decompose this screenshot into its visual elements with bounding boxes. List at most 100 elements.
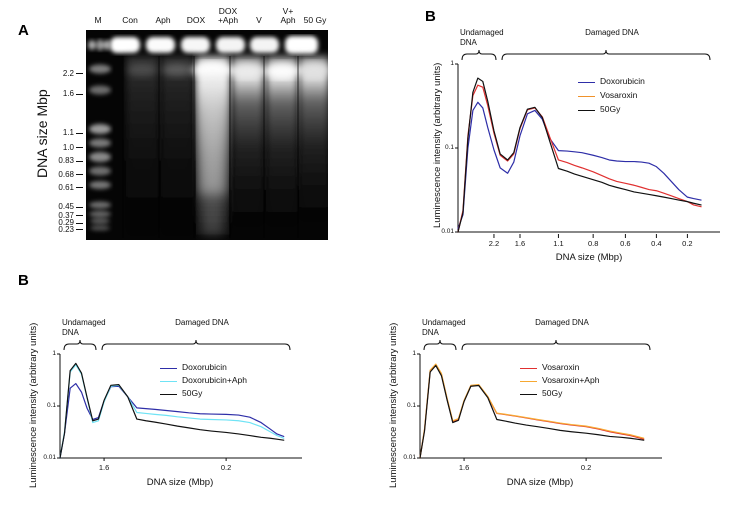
gel-lane-label-7: 50 Gy — [303, 15, 327, 25]
series-line-vosaroxin — [419, 364, 645, 459]
series-line-50gy — [59, 362, 285, 459]
brace-undamaged — [461, 49, 497, 61]
plot-axes — [457, 64, 720, 233]
legend-label-vosaroxin: Vosaroxin — [542, 362, 580, 372]
legend-swatch-50gy — [578, 110, 595, 111]
gel-image — [86, 30, 328, 240]
y-axis-title: Luminescence intensity (arbitrary units) — [388, 322, 399, 488]
brace-damaged — [501, 49, 711, 61]
gel-marker-tick — [76, 160, 83, 162]
gel-marker-label-0-29: 0.29 — [58, 218, 74, 228]
gel-marker-label-0-61: 0.61 — [58, 182, 74, 192]
y-tick-label-0-1: 0.1 — [406, 402, 416, 409]
x-axis-title: DNA size (Mbp) — [555, 252, 623, 263]
legend-label-50gy: 50Gy — [600, 104, 621, 114]
x-tick-label-0-6: 0.6 — [620, 239, 631, 248]
x-tick-label-0-4: 0.4 — [651, 239, 662, 248]
x-tick-label-0-2: 0.2 — [220, 463, 232, 472]
legend-swatch-doxorubicin-aph — [160, 381, 177, 382]
brace-group — [63, 339, 291, 351]
plot-axes — [59, 354, 302, 459]
gel-marker-label-1-6: 1.6 — [62, 89, 74, 99]
gel-dox-trail — [199, 74, 226, 235]
series-line-doxorubicin — [457, 101, 702, 230]
brace-damaged — [461, 339, 651, 351]
x-tick-label-1-1: 1.1 — [553, 239, 564, 248]
brace-damaged — [101, 339, 291, 351]
gel-well-row — [110, 36, 318, 54]
x-tick-label-0-2: 0.2 — [682, 239, 693, 248]
gel-marker-label-1-0: 1.0 — [62, 142, 74, 152]
panel-b-bottom-right: 1 0.1 0.01 1.6 0.2 DNA size (Mbp) Luminescence… — [368, 292, 718, 515]
legend-swatch-vosaroxin-aph — [520, 381, 537, 382]
series-line-vosaroxin — [457, 84, 702, 233]
x-tick-label-1-6: 1.6 — [514, 239, 526, 248]
brace-label-undamaged: Undamaged DNA — [460, 28, 504, 47]
gel-lane-label-0: M — [94, 15, 102, 25]
gel-marker-tick — [76, 215, 83, 217]
gel-lane-label-6: V+ Aph — [280, 6, 296, 25]
panel-a: A DNA size Mbp M Con Aph DOX DOX +Aph V V+ Aph 50… — [0, 0, 400, 262]
brace-group — [423, 339, 651, 351]
panel-a-letter: A — [18, 22, 29, 39]
y-tick-label-0-01: 0.01 — [403, 454, 416, 461]
legend-swatch-doxorubicin — [160, 368, 177, 369]
legend-label-vosaroxin-aph: Vosaroxin+Aph — [542, 375, 600, 385]
y-tick-label-1: 1 — [450, 60, 454, 67]
panel-b-letter: B — [425, 8, 436, 25]
y-axis-title: Luminescence intensity (arbitrary units) — [432, 62, 443, 228]
x-tick-label-1-6: 1.6 — [458, 463, 470, 472]
y-tick-label-0-01: 0.01 — [441, 228, 454, 235]
legend-label-50gy: 50Gy — [542, 388, 563, 398]
gel-marker-label-1-1: 1.1 — [62, 128, 74, 138]
plot-area-bottom-right: 1 0.1 0.01 1.6 0.2 DNA size (Mbp) Luminescence… — [368, 292, 718, 515]
brace-group — [461, 49, 711, 61]
gel-marker-label-0-83: 0.83 — [58, 156, 74, 166]
gel-marker-tick — [76, 73, 83, 75]
panel-b-top-right: B 1 0.1 0.01 2.2 1.6 1.1 0.8 0.6 0.4 0.2 DNA size … — [410, 0, 730, 263]
series-line-doxorubicin — [59, 382, 285, 459]
legend-swatch-vosaroxin — [520, 368, 537, 369]
panel-b-bottom-left: 1 0.1 0.01 1.6 0.2 DNA size (Mbp) Luminescence… — [8, 292, 358, 515]
gel-marker-tick — [76, 93, 83, 95]
gel-lane-label-3: DOX — [186, 15, 206, 25]
series-line-50gy — [457, 77, 702, 233]
plot-area-top-right: 1 0.1 0.01 2.2 1.6 1.1 0.8 0.6 0.4 0.2 DNA size (M… — [410, 0, 730, 263]
brace-label-damaged: Damaged DNA — [585, 28, 639, 37]
plot-svg — [455, 49, 720, 238]
y-tick-label-1: 1 — [52, 350, 56, 357]
x-axis-title: DNA size (Mbp) — [506, 477, 574, 488]
brace-label-undamaged: Undamaged DNA — [62, 318, 106, 337]
x-tick-label-0-8: 0.8 — [587, 239, 599, 248]
gel-ladder-bands — [89, 64, 111, 231]
brace-label-damaged: Damaged DNA — [535, 318, 589, 327]
legend-label-50gy: 50Gy — [182, 388, 203, 398]
gel-marker-label-2-2: 2.2 — [62, 68, 74, 78]
brace-undamaged — [423, 339, 457, 351]
series-line-vosaroxin-aph — [419, 363, 645, 459]
brace-undamaged — [63, 339, 97, 351]
x-axis-title: DNA size (Mbp) — [146, 477, 214, 488]
legend-swatch-vosaroxin — [578, 96, 595, 97]
legend-label-doxorubicin-aph: Doxorubicin+Aph — [182, 375, 247, 385]
brace-label-undamaged: Undamaged DNA — [422, 318, 466, 337]
gel-lane-label-4: DOX +Aph — [217, 6, 239, 25]
legend-swatch-doxorubicin — [578, 82, 595, 83]
legend-label-doxorubicin: Doxorubicin — [600, 76, 645, 86]
plot-svg — [57, 339, 302, 461]
gel-image-svg — [86, 30, 328, 240]
gel-marker-tick — [76, 132, 83, 134]
y-tick-label-1: 1 — [412, 350, 416, 357]
legend-swatch-50gy — [520, 394, 537, 395]
plot-axes — [419, 354, 662, 459]
brace-label-damaged: Damaged DNA — [175, 318, 229, 327]
gel-marker-tick — [76, 229, 83, 231]
x-tick-label-2-2: 2.2 — [488, 239, 500, 248]
gel-lane-label-5: V — [256, 15, 262, 25]
plot-svg — [417, 339, 662, 461]
legend-label-doxorubicin: Doxorubicin — [182, 362, 227, 372]
gel-marker-label-0-37: 0.37 — [58, 210, 74, 220]
gel-marker-tick — [76, 206, 83, 208]
panel-b2-letter: B — [18, 272, 29, 289]
y-axis-title: Luminescence intensity (arbitrary units) — [28, 322, 39, 488]
